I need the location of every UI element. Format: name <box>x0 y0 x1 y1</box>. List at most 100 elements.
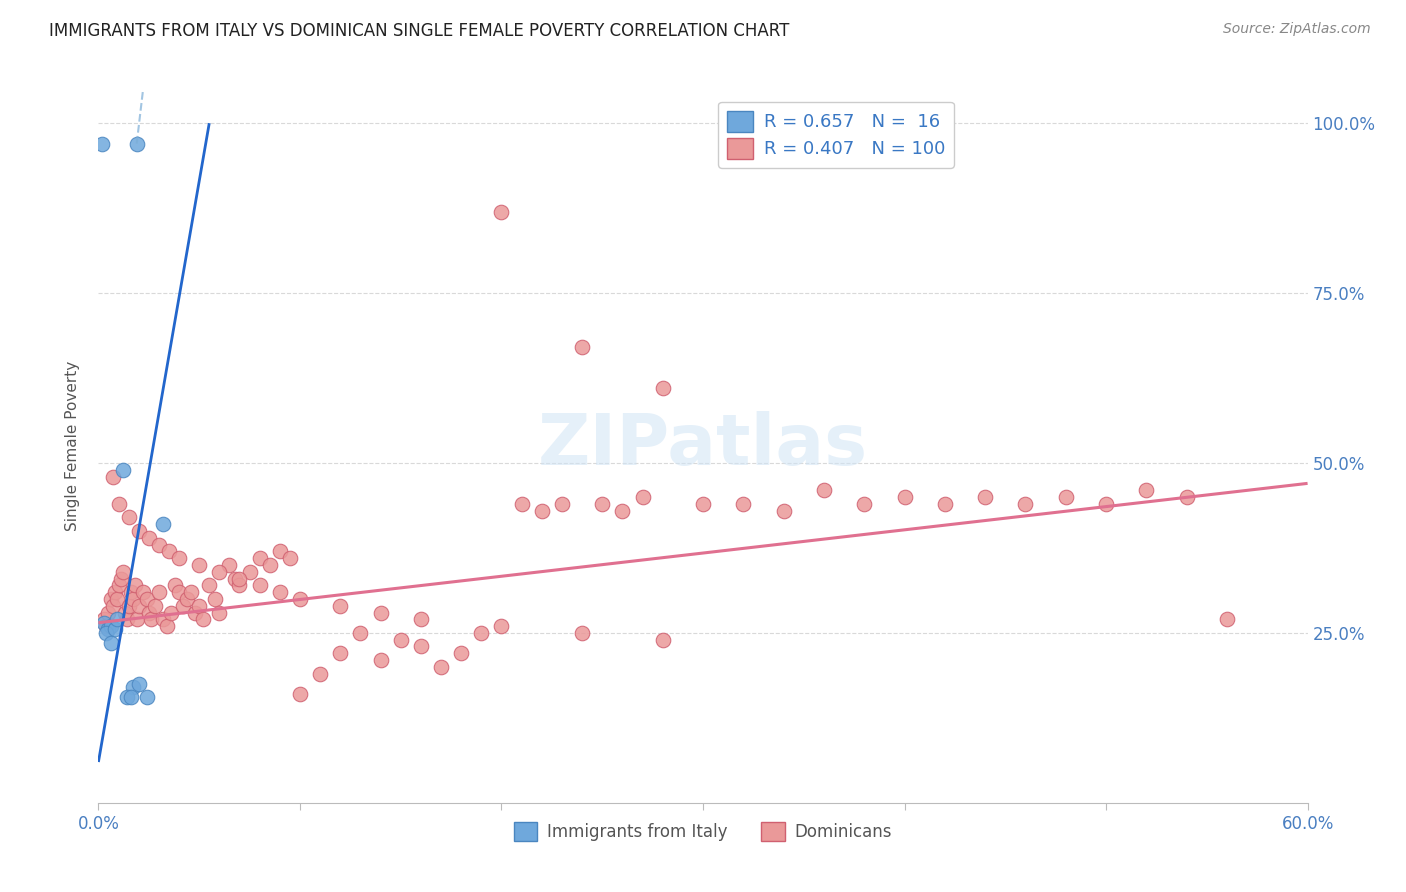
Point <box>101 469 124 483</box>
Point <box>114 606 136 620</box>
Point <box>172 599 194 613</box>
Point <box>1054 490 1077 504</box>
Point <box>105 612 128 626</box>
Point <box>96 619 118 633</box>
Point <box>733 497 755 511</box>
Point <box>198 578 221 592</box>
Point <box>772 503 794 517</box>
Point <box>139 612 162 626</box>
Point <box>631 490 654 504</box>
Point <box>156 619 179 633</box>
Point <box>111 565 134 579</box>
Point <box>121 680 143 694</box>
Point <box>97 606 120 620</box>
Point <box>309 666 332 681</box>
Point <box>121 591 143 606</box>
Point <box>100 619 122 633</box>
Point <box>269 585 291 599</box>
Point <box>409 640 432 654</box>
Point <box>288 591 311 606</box>
Text: IMMIGRANTS FROM ITALY VS DOMINICAN SINGLE FEMALE POVERTY CORRELATION CHART: IMMIGRANTS FROM ITALY VS DOMINICAN SINGL… <box>49 22 790 40</box>
Point <box>249 578 271 592</box>
Point <box>152 517 174 532</box>
Point <box>125 612 148 626</box>
Point <box>160 606 183 620</box>
Text: ZIPatlas: ZIPatlas <box>538 411 868 481</box>
Point <box>110 572 132 586</box>
Point <box>1175 490 1198 504</box>
Point <box>148 585 170 599</box>
Point <box>389 632 412 647</box>
Point <box>1014 497 1036 511</box>
Point <box>138 606 160 620</box>
Point <box>143 599 166 613</box>
Point <box>152 612 174 626</box>
Point <box>430 660 453 674</box>
Point <box>470 626 492 640</box>
Point <box>491 204 513 219</box>
Point <box>571 341 593 355</box>
Point <box>349 626 371 640</box>
Point <box>96 626 118 640</box>
Point <box>188 599 211 613</box>
Point <box>370 606 392 620</box>
Point <box>93 612 115 626</box>
Point <box>97 623 120 637</box>
Point <box>491 619 513 633</box>
Point <box>228 578 250 592</box>
Point <box>208 565 231 579</box>
Point <box>132 585 155 599</box>
Point <box>107 497 129 511</box>
Point <box>180 585 202 599</box>
Point <box>111 463 134 477</box>
Point <box>249 551 271 566</box>
Point <box>124 578 146 592</box>
Point <box>612 503 634 517</box>
Point <box>118 599 141 613</box>
Point <box>571 626 593 640</box>
Point <box>100 636 122 650</box>
Point <box>278 551 301 566</box>
Point <box>128 524 150 538</box>
Point <box>259 558 281 572</box>
Point <box>93 615 115 630</box>
Point <box>103 585 125 599</box>
Point <box>329 646 352 660</box>
Point <box>148 537 170 551</box>
Point <box>551 497 574 511</box>
Point <box>239 565 262 579</box>
Point <box>204 591 226 606</box>
Point <box>91 136 114 151</box>
Point <box>591 497 613 511</box>
Point <box>450 646 472 660</box>
Y-axis label: Single Female Poverty: Single Female Poverty <box>65 361 80 531</box>
Point <box>651 381 673 395</box>
Text: Source: ZipAtlas.com: Source: ZipAtlas.com <box>1223 22 1371 37</box>
Point <box>115 612 138 626</box>
Point <box>651 632 673 647</box>
Point <box>107 578 129 592</box>
Point <box>409 612 432 626</box>
Point <box>184 606 207 620</box>
Point <box>167 551 190 566</box>
Point <box>125 136 148 151</box>
Point <box>813 483 835 498</box>
Point <box>115 690 138 705</box>
Legend: Immigrants from Italy, Dominicans: Immigrants from Italy, Dominicans <box>508 815 898 848</box>
Point <box>329 599 352 613</box>
Point <box>1135 483 1157 498</box>
Point <box>135 591 157 606</box>
Point <box>193 612 215 626</box>
Point <box>128 677 150 691</box>
Point <box>100 591 122 606</box>
Point <box>120 690 142 705</box>
Point <box>167 585 190 599</box>
Point <box>103 623 125 637</box>
Point <box>934 497 956 511</box>
Point <box>208 606 231 620</box>
Point <box>188 558 211 572</box>
Point <box>224 572 246 586</box>
Point <box>288 687 311 701</box>
Point <box>269 544 291 558</box>
Point <box>135 690 157 705</box>
